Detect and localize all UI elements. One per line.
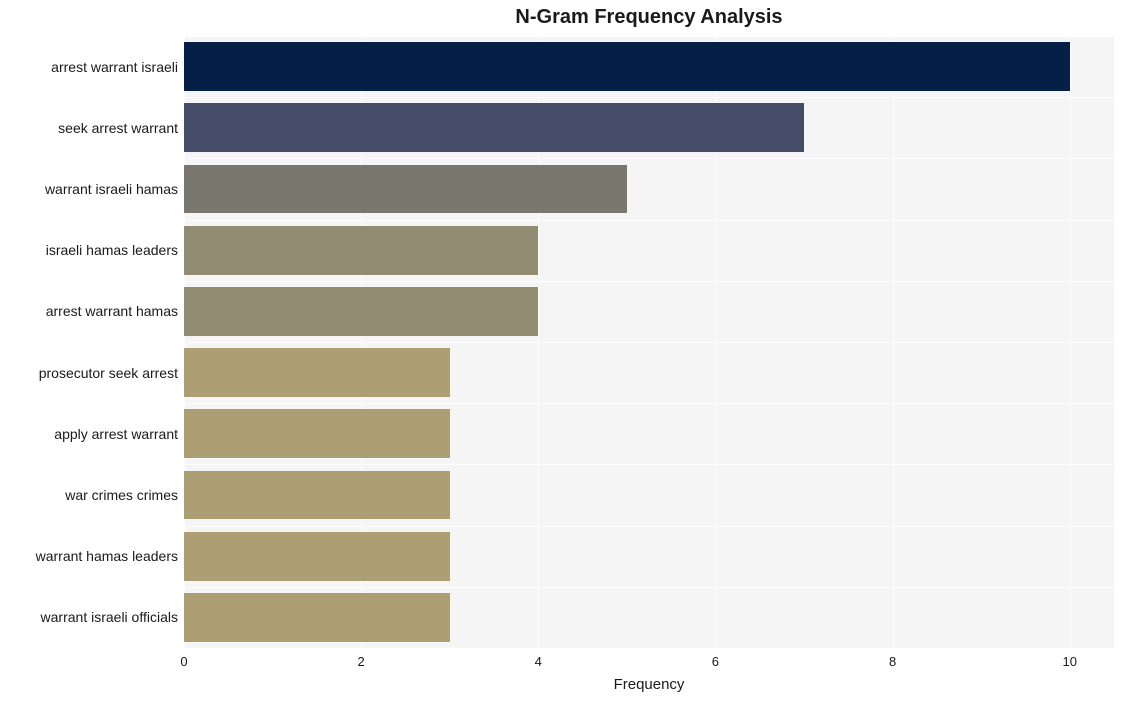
x-tick-label: 2 [358, 654, 365, 669]
y-tick-label: israeli hamas leaders [0, 242, 178, 258]
bar [184, 165, 627, 214]
y-tick-label: warrant hamas leaders [0, 548, 178, 564]
bar [184, 593, 450, 642]
bar [184, 226, 538, 275]
y-tick-label: warrant israeli officials [0, 609, 178, 625]
row-gridline [184, 648, 1114, 649]
chart-title: N-Gram Frequency Analysis [0, 6, 1124, 29]
x-tick-label: 8 [889, 654, 896, 669]
y-tick-label: prosecutor seek arrest [0, 365, 178, 381]
row-gridline [184, 464, 1114, 465]
y-tick-label: seek arrest warrant [0, 120, 178, 136]
bar [184, 532, 450, 581]
bar [184, 348, 450, 397]
x-axis-label: Frequency [184, 676, 1114, 693]
row-gridline [184, 158, 1114, 159]
row-gridline [184, 281, 1114, 282]
y-tick-label: arrest warrant israeli [0, 59, 178, 75]
bar [184, 103, 804, 152]
row-gridline [184, 526, 1114, 527]
x-tick-label: 10 [1062, 654, 1076, 669]
x-tick-label: 4 [535, 654, 542, 669]
plot-area [184, 36, 1114, 648]
y-tick-label: arrest warrant hamas [0, 303, 178, 319]
y-tick-label: apply arrest warrant [0, 426, 178, 442]
y-tick-label: war crimes crimes [0, 487, 178, 503]
row-gridline [184, 97, 1114, 98]
row-gridline [184, 36, 1114, 37]
bar [184, 287, 538, 336]
ngram-frequency-chart: N-Gram Frequency Analysis Frequency 0 2 4 6… [0, 0, 1124, 701]
x-tick-label: 6 [712, 654, 719, 669]
bar [184, 409, 450, 458]
row-gridline [184, 403, 1114, 404]
row-gridline [184, 220, 1114, 221]
x-tick-label: 0 [180, 654, 187, 669]
bar [184, 471, 450, 520]
row-gridline [184, 342, 1114, 343]
bar [184, 42, 1070, 91]
y-tick-label: warrant israeli hamas [0, 181, 178, 197]
row-gridline [184, 587, 1114, 588]
